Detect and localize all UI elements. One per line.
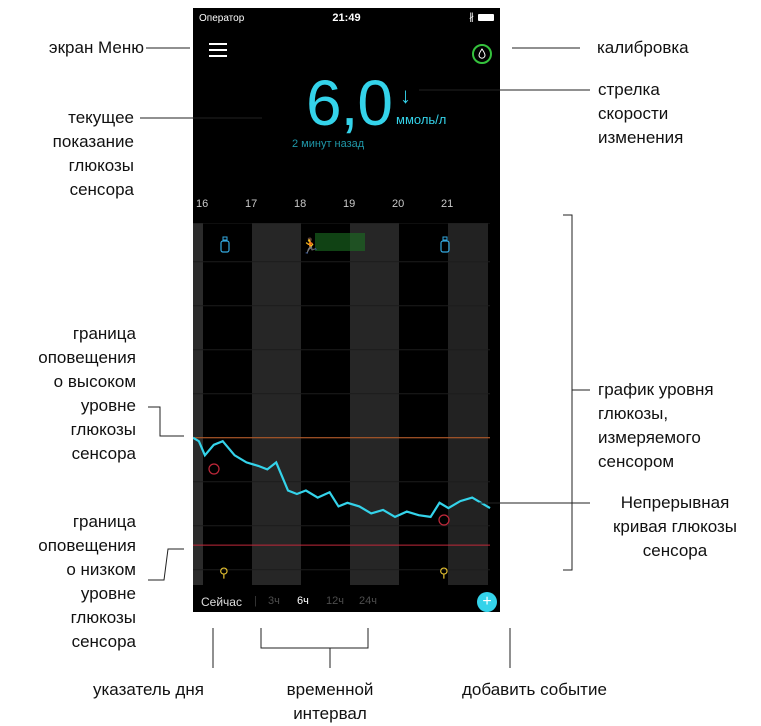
annotation-day: указатель дня [93, 680, 204, 699]
tab-12h[interactable]: 12ч [326, 595, 344, 607]
menu-icon-line [209, 49, 227, 51]
insulin-icon [440, 236, 450, 253]
status-bar: Оператор 21:49 ∦ [193, 8, 500, 28]
annotation-graph: график уровня глюкозы, измеряемого сенсо… [598, 380, 714, 471]
tab-now[interactable]: Сейчас [201, 595, 242, 609]
annotation-current: текущее показание глюкозы сенсора [52, 108, 134, 199]
menu-icon-line [209, 55, 227, 57]
tab-6h[interactable]: 6ч [297, 595, 309, 607]
meal-icon: ⚲ [219, 566, 229, 581]
graph-svg: 🏃 ⚲ ⚲ [193, 223, 491, 585]
glucose-unit: ммоль/л [396, 112, 447, 127]
glucose-graph[interactable]: 🏃 ⚲ ⚲ 22,220,017,515,012,510,07,55,02,5 [193, 223, 500, 591]
annotation-curve: Непрерывная кривая глюкозы сенсора [612, 493, 737, 560]
reading-time-ago: 2 минут назад [292, 138, 365, 150]
hour-band [193, 223, 203, 585]
annotation-trend: стрелка скорости изменения [598, 80, 684, 147]
meal-icon: ⚲ [439, 566, 449, 581]
calibration-button[interactable] [472, 44, 492, 64]
calibration-marker-icon [438, 514, 450, 526]
annotation-low: граница оповещения о низком уровне глюко… [38, 512, 136, 651]
hour-label: 16 [196, 198, 209, 210]
annotation-calibration: калибровка [597, 38, 689, 57]
exercise-bar [315, 233, 365, 251]
time-range-tabs: Сейчас | 3ч 6ч 12ч 24ч [193, 590, 500, 612]
hour-label: 19 [343, 198, 356, 210]
menu-icon [209, 43, 227, 45]
glucose-curve [193, 436, 491, 519]
hour-band [448, 223, 488, 585]
battery-icon [478, 14, 494, 21]
hour-label: 18 [294, 198, 307, 210]
glucose-reading: 6,0 [306, 67, 393, 139]
blood-drop-icon [478, 48, 486, 59]
tab-separator: | [254, 595, 257, 607]
annotation-interval: временной интервал [286, 680, 374, 723]
carrier-label: Оператор [199, 13, 245, 24]
insulin-icon [220, 236, 230, 253]
hour-label: 17 [245, 198, 258, 210]
add-event-button[interactable]: + [477, 592, 497, 612]
annotation-add-event: добавить событие [462, 680, 607, 699]
hour-band [252, 223, 301, 585]
exercise-icon: 🏃 [301, 237, 320, 255]
hour-band [350, 223, 399, 585]
hour-label: 21 [441, 198, 454, 210]
bluetooth-icon: ∦ [469, 12, 474, 23]
down-arrow-icon: ↓ [400, 83, 411, 108]
calibration-marker-icon [208, 463, 220, 475]
tab-24h[interactable]: 24ч [359, 595, 377, 607]
phone-screen: Оператор 21:49 ∦ 6,0 ↓ ммоль/л 2 минут н… [193, 8, 500, 612]
menu-button[interactable] [209, 43, 227, 57]
annotation-high: граница оповещения о высоком уровне глюк… [38, 324, 136, 463]
annotation-menu: экран Меню [48, 38, 144, 57]
hour-label: 20 [392, 198, 405, 210]
tab-3h[interactable]: 3ч [268, 595, 280, 607]
status-time: 21:49 [332, 12, 361, 24]
